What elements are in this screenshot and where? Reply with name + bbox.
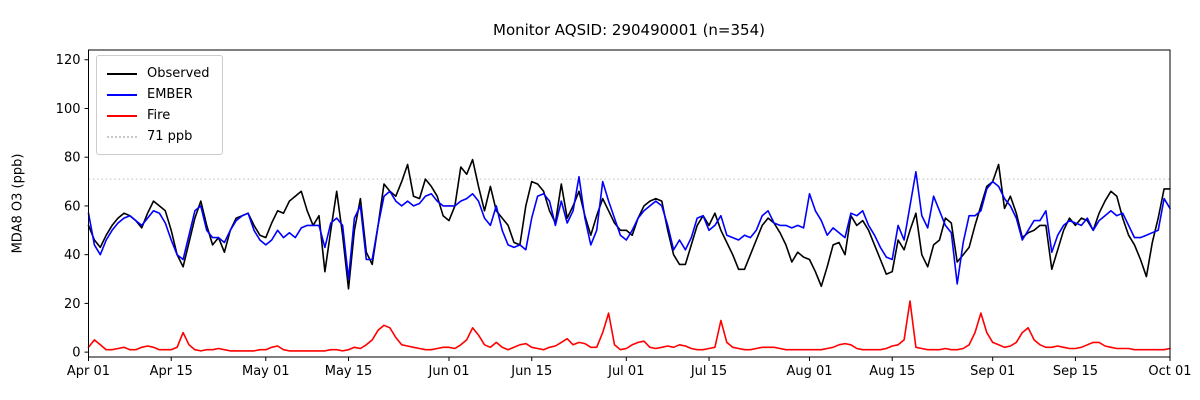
axis-ticks: 0 20 40 60 80 100 120 Apr 01 Apr 15 May 01 May 15 J…	[56, 53, 1192, 379]
y-tick-label: 120	[56, 53, 81, 68]
legend-swatch-observed	[107, 72, 137, 75]
x-tick-label: Aug 15	[869, 364, 915, 379]
x-tick-label: Apr 01	[67, 364, 110, 379]
series-fire-line	[87, 300, 1171, 352]
x-tick-label: Jul 15	[690, 364, 727, 379]
y-tick-label: 0	[72, 346, 80, 361]
x-tick-label: Jul 01	[607, 364, 644, 379]
legend-item-threshold: 71 ppb	[107, 126, 210, 147]
x-tick-label: Jun 15	[510, 364, 552, 379]
legend-item-observed: Observed	[107, 63, 210, 84]
x-tick-label: Oct 01	[1148, 364, 1191, 379]
legend-swatch-fire	[107, 114, 137, 117]
series-observed-line	[87, 158, 1171, 290]
legend-swatch-threshold	[107, 135, 137, 138]
legend-item-ember: EMBER	[107, 84, 210, 105]
x-tick-label: Sep 01	[970, 364, 1015, 379]
y-tick-label: 100	[56, 102, 81, 117]
series-ember-line	[87, 171, 1171, 285]
legend-label-threshold: 71 ppb	[147, 129, 193, 144]
legend-item-fire: Fire	[107, 105, 210, 126]
x-tick-label: Aug 01	[786, 364, 832, 379]
x-tick-label: Jun 01	[428, 364, 470, 379]
legend-label-observed: Observed	[147, 66, 210, 81]
x-tick-label: Sep 15	[1053, 364, 1098, 379]
legend-swatch-ember	[107, 93, 137, 96]
chart-title: Monitor AQSID: 290490001 (n=354)	[493, 21, 765, 39]
plot-frame	[88, 49, 1171, 358]
y-tick-label: 80	[64, 151, 81, 166]
x-tick-label: May 01	[242, 364, 290, 379]
y-tick-label: 20	[64, 297, 81, 312]
y-tick-label: 60	[64, 199, 81, 214]
legend: Observed EMBER Fire 71 ppb	[96, 55, 223, 155]
legend-label-ember: EMBER	[147, 87, 193, 102]
x-tick-label: Apr 15	[150, 364, 193, 379]
y-tick-label: 40	[64, 248, 81, 263]
legend-label-fire: Fire	[147, 108, 171, 123]
x-tick-label: May 15	[325, 364, 373, 379]
